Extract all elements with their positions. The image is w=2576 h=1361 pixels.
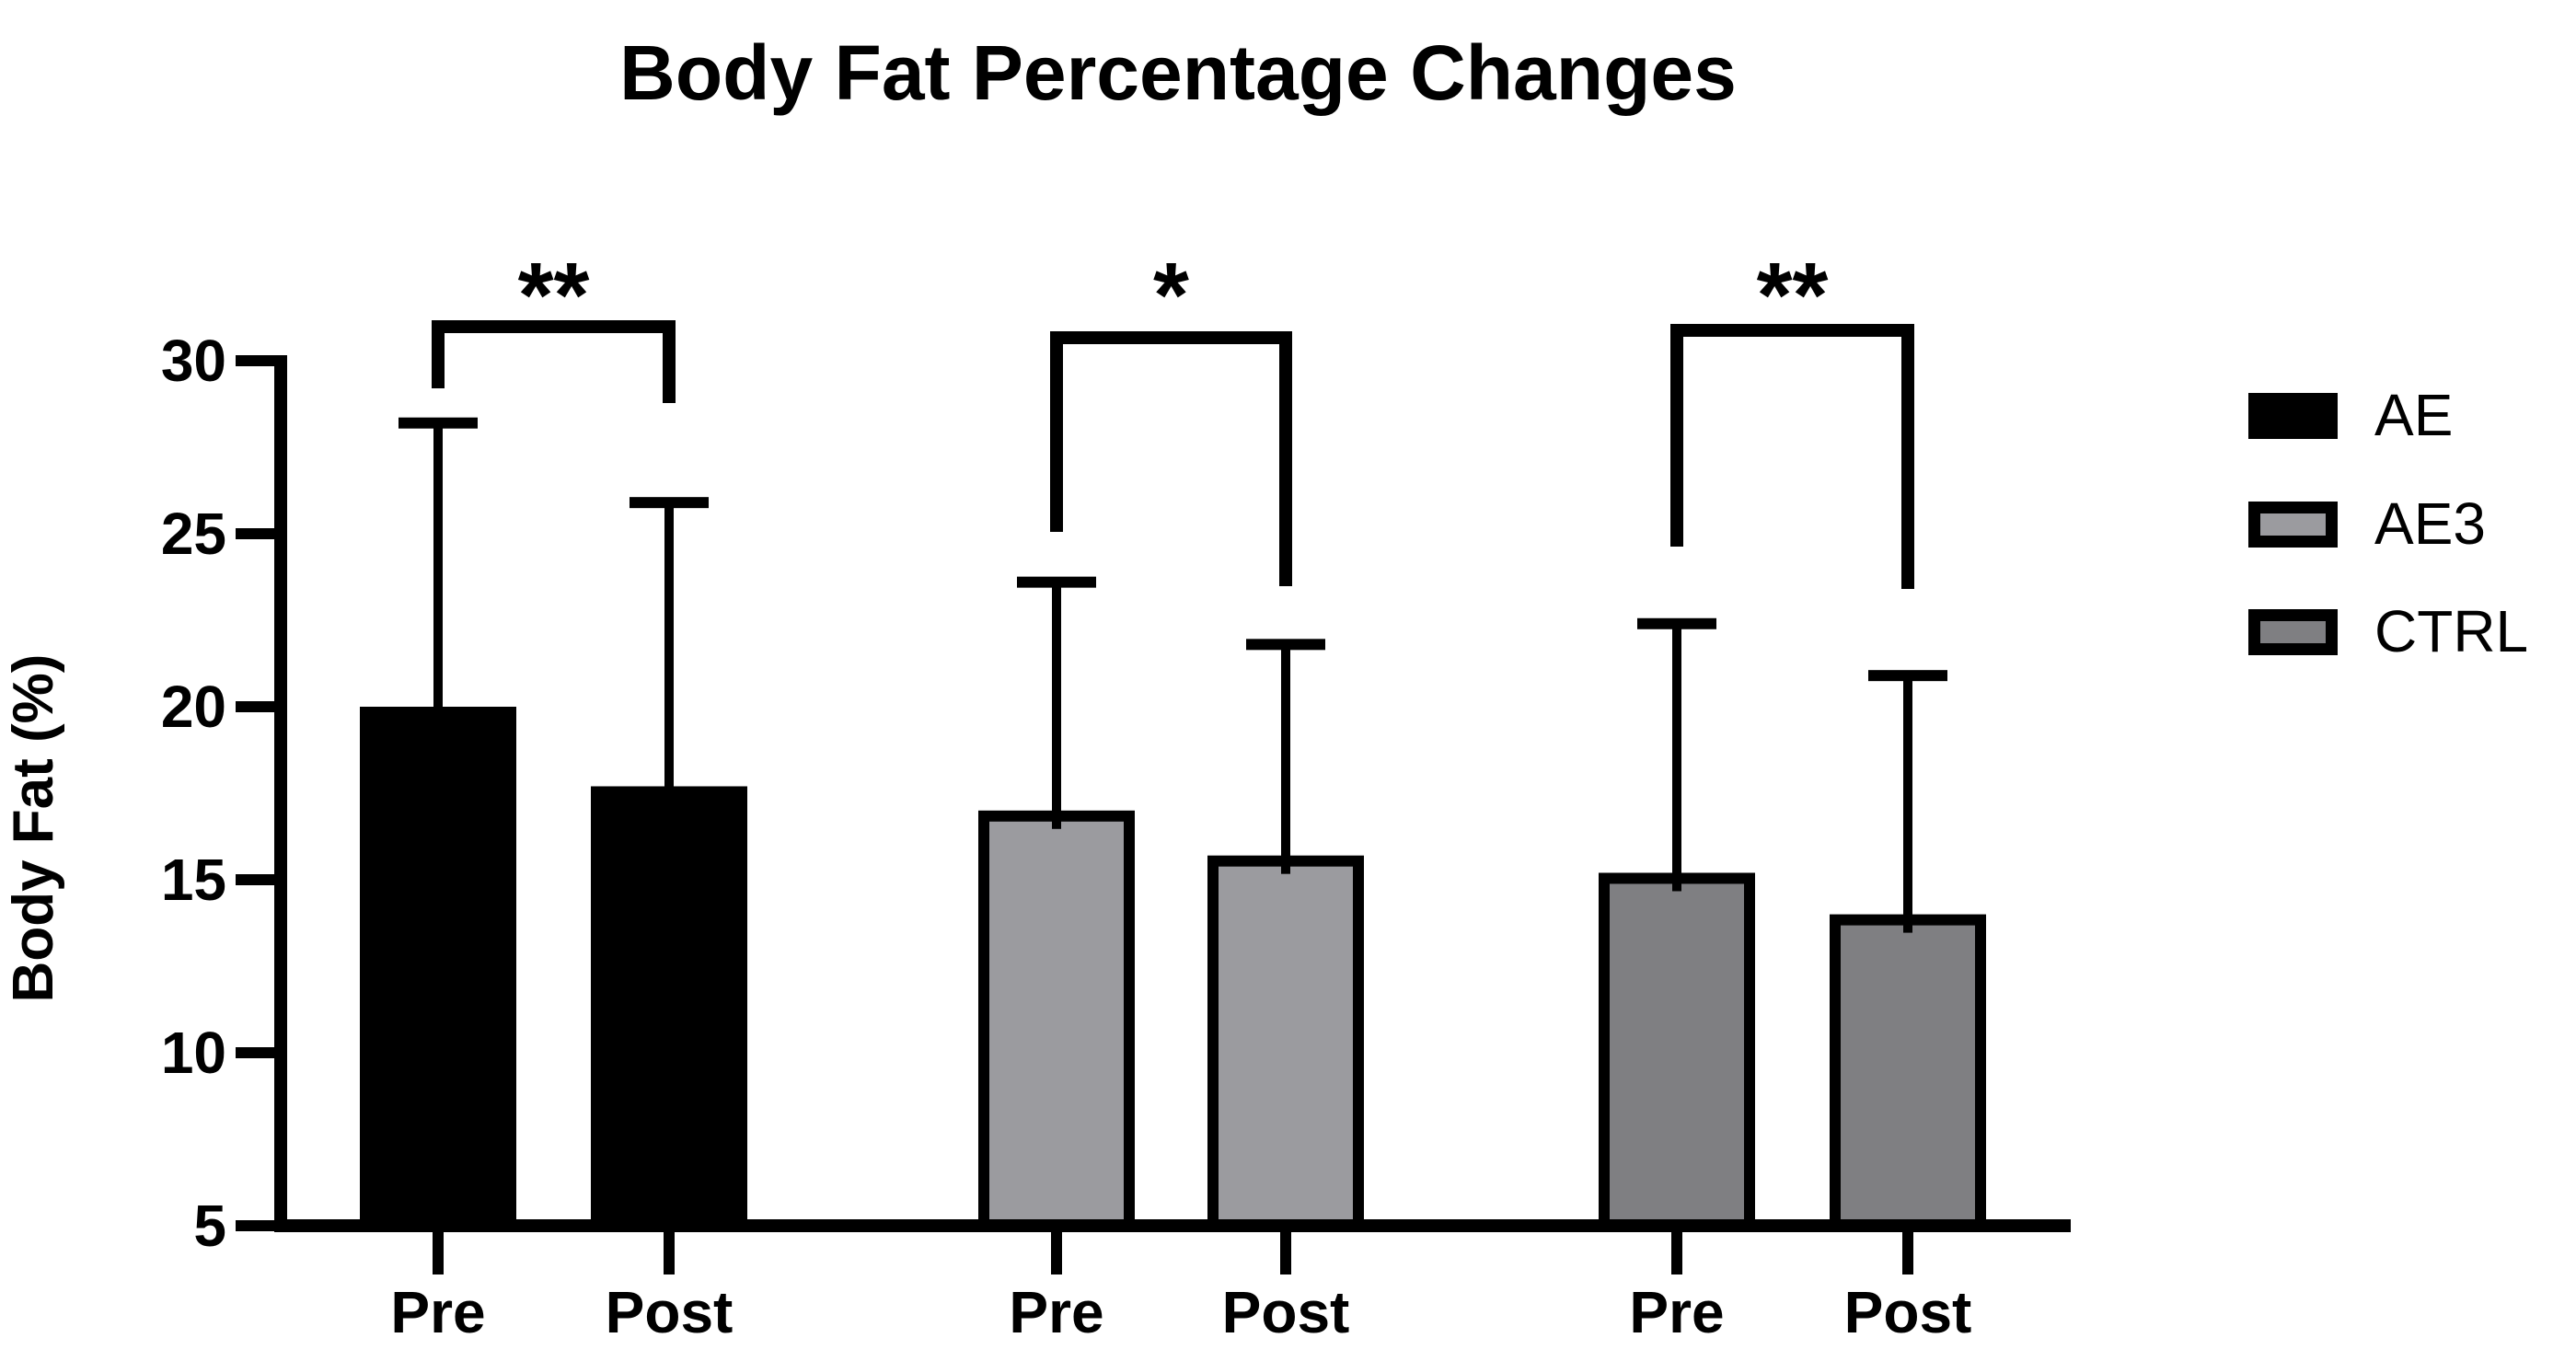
x-tick-label: Pre — [390, 1279, 485, 1345]
sig-bracket-left-leg — [1050, 331, 1063, 532]
sig-bracket-right-leg — [1901, 324, 1914, 589]
y-tick-label: 10 — [161, 1020, 226, 1086]
x-tick-label: Post — [1844, 1279, 1972, 1345]
sig-bracket-top — [1670, 324, 1914, 337]
error-bar-stem — [664, 502, 674, 805]
y-tick-label: 20 — [161, 674, 226, 740]
y-tick — [236, 1047, 274, 1058]
bar-ae-post — [591, 786, 747, 1232]
sig-bracket-right-leg — [1279, 331, 1292, 586]
legend-label-ae3: AE3 — [2374, 490, 2486, 557]
y-tick-label: 15 — [161, 847, 226, 913]
bar-fill-ae3-pre — [989, 821, 1124, 1232]
y-tick — [236, 1220, 274, 1231]
x-tick-label: Pre — [1629, 1279, 1724, 1345]
significance-marker: * — [1153, 244, 1189, 347]
bar-fill-ctrl-post — [1841, 925, 1975, 1232]
x-tick — [433, 1232, 444, 1274]
error-bar-stem — [1052, 582, 1061, 829]
error-bar-cap — [1637, 617, 1716, 629]
x-tick — [1902, 1232, 1913, 1274]
error-bar-stem — [433, 422, 443, 725]
legend-label-ctrl: CTRL — [2374, 598, 2528, 664]
y-tick — [236, 701, 274, 712]
sig-bracket-right-leg — [663, 320, 676, 403]
legend-swatch-fill-ctrl — [2260, 621, 2326, 643]
x-tick — [1051, 1232, 1062, 1274]
significance-marker: ** — [1757, 244, 1829, 347]
bar-fill-ae3-post — [1219, 866, 1353, 1232]
y-tick-label: 5 — [193, 1193, 226, 1259]
error-bar-cap — [1246, 639, 1325, 651]
x-tick-label: Pre — [1009, 1279, 1103, 1345]
bar-fill-ctrl-pre — [1610, 883, 1744, 1232]
legend-swatch-fill-ae3 — [2260, 513, 2326, 536]
error-bar-cap — [399, 417, 478, 429]
y-tick — [236, 874, 274, 885]
error-bar-cap — [1017, 576, 1096, 588]
error-bar-cap — [630, 497, 709, 509]
y-tick — [236, 355, 274, 366]
y-tick-label: 25 — [161, 501, 226, 567]
error-bar-stem — [1672, 623, 1681, 892]
legend-swatch-ae — [2248, 393, 2338, 439]
error-bar-stem — [1281, 644, 1290, 874]
x-tick-label: Post — [1222, 1279, 1350, 1345]
significance-marker: ** — [518, 244, 590, 347]
sig-bracket-left-leg — [432, 320, 445, 388]
x-tick-label: Post — [606, 1279, 734, 1345]
y-tick — [236, 528, 274, 539]
x-tick — [664, 1232, 675, 1274]
chart-title: Body Fat Percentage Changes — [619, 29, 1737, 116]
x-tick — [1280, 1232, 1291, 1274]
x-tick — [1671, 1232, 1682, 1274]
sig-bracket-top — [432, 320, 676, 333]
y-tick-label: 30 — [161, 328, 226, 394]
y-axis-line — [274, 355, 287, 1232]
sig-bracket-top — [1050, 331, 1292, 344]
error-bar-cap — [1868, 670, 1947, 682]
x-axis-line — [274, 1219, 2071, 1232]
legend-label-ae: AE — [2374, 382, 2453, 448]
sig-bracket-left-leg — [1670, 324, 1683, 547]
error-bar-stem — [1903, 675, 1912, 933]
y-axis-label: Body Fat (%) — [2, 654, 65, 1003]
bar-ae-pre — [360, 707, 516, 1232]
